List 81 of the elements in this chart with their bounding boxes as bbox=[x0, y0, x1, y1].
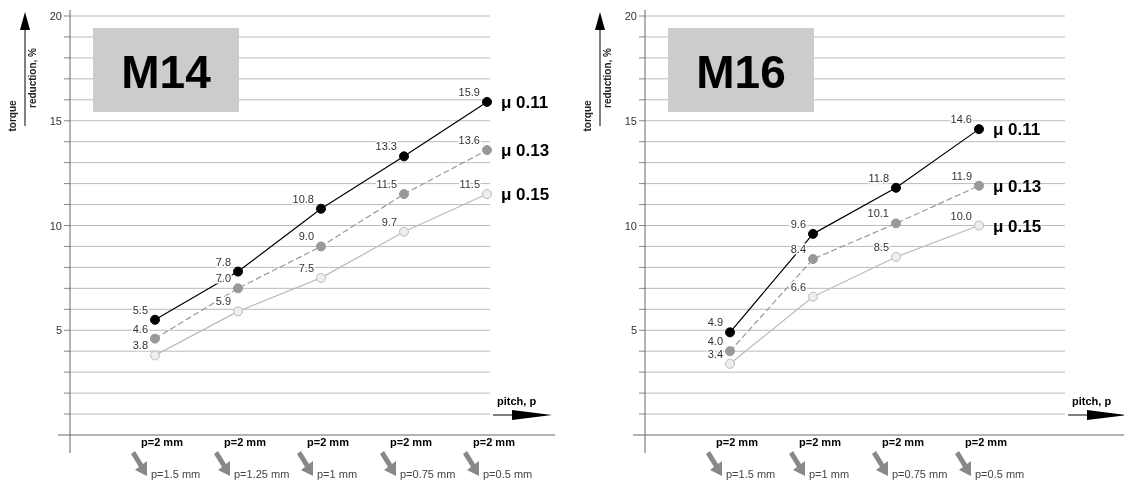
category-label: p=2 mm p=1.5 mm bbox=[141, 436, 201, 480]
data-label: 13.3 bbox=[375, 140, 397, 153]
data-label: 9.6 bbox=[790, 217, 806, 230]
data-label: 14.6 bbox=[950, 113, 972, 126]
point bbox=[316, 203, 326, 214]
point bbox=[482, 145, 492, 156]
point bbox=[725, 358, 735, 369]
x-axis-title: pitch, p bbox=[1072, 395, 1112, 407]
point bbox=[808, 291, 818, 302]
data-label: 8.5 bbox=[873, 240, 889, 253]
data-label: 11.5 bbox=[459, 178, 480, 191]
point bbox=[974, 220, 984, 231]
x-axis-title: pitch, p bbox=[497, 395, 537, 407]
y-tick-label: 20 bbox=[624, 10, 637, 22]
category-label: p=2 mm p=1.5 mm bbox=[716, 436, 776, 480]
point bbox=[233, 306, 243, 317]
series-label: μ 0.15 bbox=[993, 216, 1042, 236]
data-label: 4.9 bbox=[707, 316, 723, 329]
point bbox=[808, 254, 818, 265]
category-label: p=2 mm p=0.5 mm bbox=[473, 436, 533, 480]
data-label: 10.8 bbox=[292, 192, 314, 205]
y-tick-label: 15 bbox=[624, 114, 637, 127]
point bbox=[974, 124, 984, 135]
y-axis-title: torque reduction, % bbox=[582, 47, 613, 132]
series-label: μ 0.15 bbox=[501, 185, 550, 205]
data-label: 11.5 bbox=[376, 178, 397, 191]
category-label: p=2 mm p=0.75 mm bbox=[882, 436, 948, 480]
y-tick-label: 5 bbox=[55, 324, 62, 337]
y-tick-label: 5 bbox=[630, 324, 637, 337]
data-label: 11.8 bbox=[868, 171, 889, 184]
point bbox=[150, 350, 160, 361]
point bbox=[725, 327, 735, 338]
series-label: μ 0.13 bbox=[993, 176, 1042, 196]
text: M14 bbox=[121, 46, 212, 98]
data-label: 7.8 bbox=[215, 255, 231, 268]
point bbox=[150, 314, 160, 325]
data-label: 4.6 bbox=[132, 322, 148, 335]
data-label: 10.0 bbox=[950, 209, 972, 222]
data-label: 9.0 bbox=[298, 230, 314, 243]
point bbox=[808, 228, 818, 239]
data-label: 13.6 bbox=[458, 134, 480, 147]
point bbox=[316, 241, 326, 252]
category-label: p=2 mm p=1.25 mm bbox=[224, 436, 290, 480]
series-label: μ 0.11 bbox=[501, 92, 549, 112]
series-label: μ 0.11 bbox=[993, 120, 1041, 140]
data-label: 15.9 bbox=[458, 85, 480, 98]
category-label: p=2 mm p=0.75 mm bbox=[390, 436, 456, 480]
data-label: 4.0 bbox=[707, 335, 723, 348]
y-tick-label: 20 bbox=[49, 10, 62, 22]
data-label: 9.7 bbox=[381, 215, 397, 228]
y-axis-title: torque reduction, % bbox=[7, 47, 38, 132]
data-label: 7.5 bbox=[298, 261, 314, 274]
point bbox=[725, 346, 735, 357]
y-tick-label: 15 bbox=[49, 114, 62, 127]
point bbox=[399, 151, 409, 162]
point bbox=[150, 333, 160, 344]
point bbox=[891, 182, 901, 193]
data-label: 11.9 bbox=[951, 169, 972, 182]
point bbox=[233, 266, 243, 277]
series-label: μ 0.13 bbox=[501, 141, 550, 161]
data-label: 10.1 bbox=[867, 207, 889, 220]
text: M16 bbox=[696, 46, 786, 98]
point bbox=[399, 226, 409, 237]
y-tick-label: 10 bbox=[624, 219, 637, 232]
point bbox=[399, 189, 409, 200]
point bbox=[482, 189, 492, 200]
data-label: 6.6 bbox=[790, 280, 806, 293]
data-label: 3.8 bbox=[132, 339, 148, 352]
category-label: p=2 mm p=0.5 mm bbox=[965, 436, 1025, 480]
point bbox=[233, 283, 243, 294]
point bbox=[482, 96, 492, 107]
point bbox=[891, 218, 901, 229]
point bbox=[891, 251, 901, 262]
point bbox=[974, 180, 984, 191]
category-label: p=2 mm p=1 mm bbox=[799, 436, 850, 480]
data-label: 3.4 bbox=[707, 347, 723, 360]
category-label: p=2 mm p=1 mm bbox=[307, 436, 358, 480]
data-label: 5.9 bbox=[215, 295, 231, 308]
y-tick-label: 10 bbox=[49, 219, 62, 232]
data-label: 5.5 bbox=[132, 303, 148, 316]
point bbox=[316, 272, 326, 283]
